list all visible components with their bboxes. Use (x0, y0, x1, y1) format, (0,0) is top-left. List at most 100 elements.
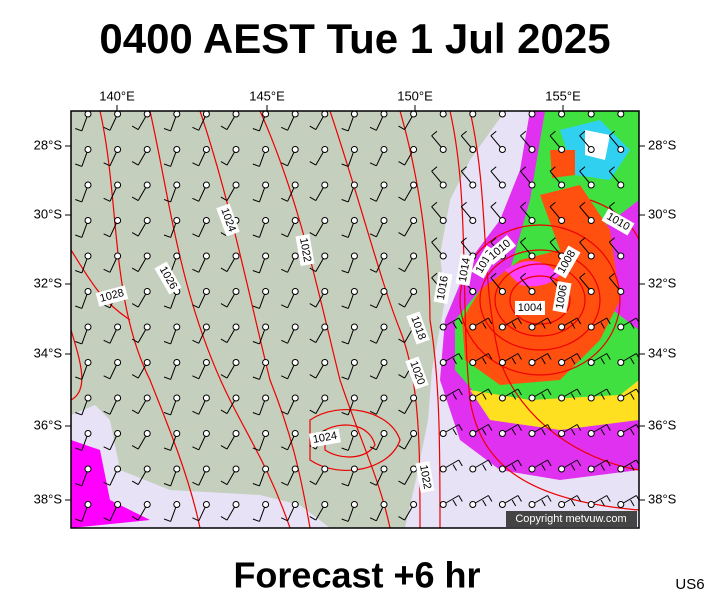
barb-flag (341, 341, 349, 345)
barb-flag (547, 459, 552, 467)
barb-flag (75, 163, 83, 167)
barb-station (350, 111, 358, 118)
barb-station (84, 288, 92, 295)
barb-flag (570, 393, 576, 400)
barb-flag (131, 232, 139, 237)
barb-flag (341, 128, 349, 132)
isobar-label-box (216, 203, 240, 237)
barb-flag (220, 338, 228, 344)
barb-station (617, 394, 625, 402)
barb-flag (630, 499, 635, 507)
barb-flag (281, 339, 288, 344)
lat-label: 30°S (34, 206, 63, 221)
barb-flag (75, 412, 83, 416)
barb-flag (452, 357, 457, 365)
barb-station (114, 430, 122, 437)
barb-flag (606, 317, 611, 325)
barb-flag (341, 518, 349, 522)
barb-flag (252, 128, 260, 132)
rain-band (470, 380, 639, 430)
barb-station (350, 181, 358, 189)
barb-station (498, 323, 506, 331)
barb-flag (606, 459, 611, 467)
barb-flag (131, 303, 139, 308)
barb-station (439, 465, 447, 473)
barb-station (291, 501, 299, 508)
rain-band (550, 150, 575, 178)
forecast-label: Forecast +6 hr (233, 555, 480, 596)
barb-station (232, 323, 240, 331)
barb-flag (458, 388, 463, 396)
barb-station (114, 146, 122, 153)
barb-flag (541, 499, 546, 507)
barb-station (469, 501, 477, 508)
barb-station (439, 217, 447, 224)
barb-flag (281, 517, 288, 522)
lat-label: 38°S (34, 491, 63, 506)
barb-flag (579, 166, 586, 172)
barb-station (291, 323, 299, 331)
title: 0400 AEST Tue 1 Jul 2025 (99, 15, 610, 62)
barb-flag (131, 267, 139, 273)
isobar-label-box (601, 208, 635, 236)
barb-flag (309, 125, 317, 131)
barb-flag (75, 518, 83, 522)
barb-flag (635, 317, 639, 324)
barb-flag (192, 410, 200, 415)
barb-station (587, 323, 595, 331)
barb-station (143, 465, 151, 473)
barb-station (498, 501, 506, 508)
barb-station (469, 111, 477, 118)
barb-flag (517, 388, 522, 396)
barb-station (173, 217, 181, 224)
barb-flag (398, 445, 405, 450)
barb-flag (369, 375, 377, 380)
barb-flag (341, 412, 349, 416)
barb-station (498, 146, 506, 153)
barb-station (321, 252, 329, 260)
barb-flag (549, 130, 556, 137)
barb-station (173, 394, 181, 402)
barb-station (291, 111, 299, 118)
barb-flag (460, 130, 467, 137)
barb-flag (576, 353, 582, 360)
barb-flag (192, 233, 200, 238)
barb-flag (163, 518, 171, 522)
barb-station (321, 323, 329, 331)
isobar-label-group: 1016 (433, 272, 453, 304)
barb-station (410, 501, 418, 508)
barb-flag (547, 353, 552, 360)
barb-flag (517, 459, 522, 467)
barb-station (321, 288, 329, 295)
barb-station (173, 181, 181, 189)
barb-station (558, 181, 566, 189)
barb-flag (541, 393, 546, 400)
barb-station (143, 430, 151, 437)
barb-flag (252, 305, 260, 309)
lat-label: 34°S (648, 345, 677, 360)
barb-station (321, 394, 329, 402)
barb-flag (309, 374, 317, 379)
barb-station (558, 430, 566, 437)
barb-flag (252, 412, 260, 416)
barb-station (202, 288, 210, 295)
barb-flag (606, 353, 611, 360)
map-area: Copyright metvuw.com (71, 96, 639, 528)
barb-flag (75, 199, 83, 203)
barb-station (350, 252, 358, 260)
barb-flag (511, 464, 517, 471)
barb-station (528, 181, 536, 189)
barb-flag (547, 495, 552, 502)
barb-station (587, 111, 595, 118)
barb-flag (511, 393, 517, 400)
barb-flag (452, 393, 457, 400)
barb-flag (163, 234, 171, 238)
barb-flag (398, 374, 405, 379)
barb-station (262, 394, 270, 402)
barb-station (262, 288, 270, 295)
isobars (71, 111, 639, 528)
barb-station (380, 394, 388, 402)
barb-station (143, 217, 151, 224)
barb-station (410, 465, 418, 473)
barb-flag (520, 96, 525, 100)
